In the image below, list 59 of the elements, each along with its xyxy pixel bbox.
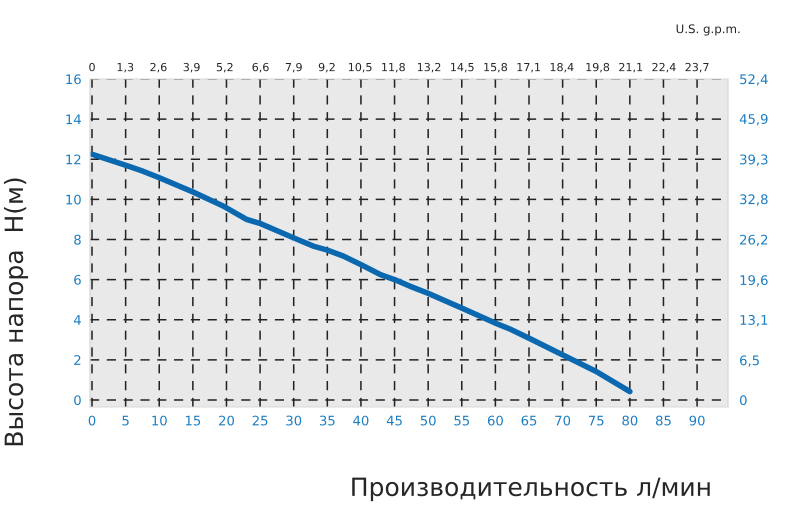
x2-tick-label: 0	[89, 62, 95, 72]
x2-tick-label: 2,6	[150, 62, 167, 72]
y2-tick-label: 0	[740, 395, 747, 406]
x2-tick-label: 11,8	[382, 62, 405, 72]
y-tick-label: 2	[74, 355, 80, 365]
x-tick-label: 5	[122, 416, 129, 426]
y2-tick-label: 19,6	[740, 275, 768, 286]
x-tick-label: 45	[386, 416, 402, 426]
x2-tick-label: 5,2	[216, 62, 233, 72]
x-axis-title: Производительность л/мин	[352, 478, 710, 502]
x-tick-label: 40	[353, 416, 368, 426]
y2-tick-label: 45,9	[740, 114, 768, 126]
x2-tick-label: 14,5	[451, 63, 474, 72]
x-tick-label: 15	[186, 416, 200, 426]
y-tick-label: 12	[66, 154, 80, 164]
x-tick-label: 30	[286, 416, 302, 426]
y-tick-label: 16	[66, 74, 81, 84]
x-tick-label: 35	[320, 416, 335, 426]
x-tick-label: 10	[152, 416, 167, 426]
x-tick-label: 0	[88, 416, 96, 426]
x-tick-label: 20	[219, 416, 234, 426]
x-tick-label: 25	[252, 416, 268, 426]
y2-tick-label: 52,4	[740, 74, 768, 86]
x2-axis-title: U.S. g.p.m.	[676, 24, 740, 36]
x-tick-label: 55	[454, 416, 470, 426]
y2-tick-label: 39,3	[740, 154, 768, 166]
y-tick-label: 10	[66, 194, 81, 205]
x2-tick-label: 21,1	[619, 62, 642, 72]
x-tick-label: 75	[588, 416, 604, 426]
x-tick-label: 60	[488, 416, 503, 426]
x-tick-label: 80	[622, 416, 638, 426]
y2-tick-label: 26,2	[740, 234, 768, 246]
x2-tick-label: 23,7	[686, 62, 709, 72]
x-tick-label: 50	[420, 416, 436, 426]
x-tick-label: 90	[690, 416, 705, 426]
x2-tick-label: 10,5	[348, 62, 372, 72]
x2-tick-label: 6,6	[252, 62, 269, 72]
x2-tick-label: 17,1	[517, 63, 540, 72]
x2-tick-label: 3,9	[184, 62, 200, 72]
x2-tick-label: 18,4	[550, 62, 574, 72]
x-tick-label: 85	[656, 416, 671, 426]
x2-tick-label: 13,2	[418, 62, 440, 72]
y2-tick-label: 13,1	[740, 314, 768, 326]
x2-tick-label: 15,8	[484, 62, 508, 72]
y-axis-title: Высота напора H(м)	[4, 178, 28, 446]
y2-tick-label: 32,8	[740, 194, 768, 206]
x2-tick-label: 9,2	[318, 62, 335, 72]
y-tick-label: 0	[74, 395, 81, 406]
x2-tick-label: 7,9	[286, 62, 302, 72]
y-tick-label: 4	[74, 315, 81, 325]
x-tick-label: 70	[555, 416, 570, 426]
y-tick-label: 14	[66, 114, 81, 124]
x2-tick-label: 1,3	[118, 62, 134, 72]
y-tick-label: 6	[74, 274, 81, 285]
x-tick-label: 65	[522, 416, 536, 426]
x2-tick-label: 22,4	[652, 62, 676, 72]
y-tick-label: 8	[74, 234, 81, 245]
y2-tick-label: 6,5	[740, 355, 759, 367]
x2-tick-label: 19,8	[586, 62, 610, 72]
